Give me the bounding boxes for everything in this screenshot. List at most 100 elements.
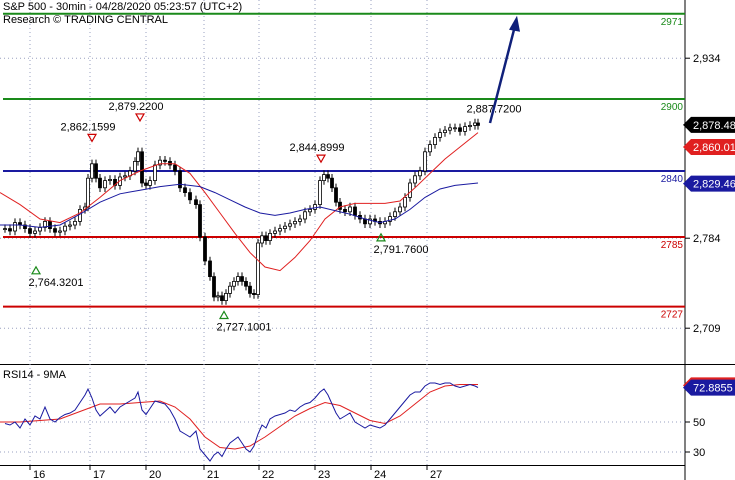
level-label: 2840 [661,174,684,185]
candle-body [53,228,57,233]
candle-body [173,164,177,172]
candle-body [43,220,47,228]
chart-credit: Research © TRADING CENTRAL [3,14,168,26]
candle-body [158,159,162,166]
candle-body [212,276,216,298]
forecast-arrow-head [509,15,520,32]
candle-body [8,228,12,232]
candle-body [38,226,42,232]
candle-body [288,223,292,227]
rsi-line [4,382,479,462]
candle-body [188,192,192,201]
candle-body [68,224,72,227]
candle-body [103,180,107,189]
time-tick-label: 21 [207,469,219,480]
candle-body [418,170,422,177]
candle-body [248,285,252,294]
candle-body [94,163,98,179]
candle-body [476,122,480,126]
candle-body [3,228,7,231]
time-tick-label: 27 [430,469,442,480]
price-tick-label: 2,784 [693,233,721,245]
candle-body [448,127,452,131]
candle-body [73,220,77,226]
ma-fast-label: 2,860.01 [693,142,735,154]
candle-body [48,220,52,229]
candle-body [136,151,140,162]
rsi-ma-line [0,384,478,450]
candle-body [368,218,372,225]
candle-body [308,208,312,213]
candle-body [168,160,172,166]
candle-body [244,280,248,287]
candle-body [144,182,148,186]
rsi-title: RSI14 - 9MA [3,369,66,381]
candle-body [98,177,102,189]
candle-body [123,175,127,178]
candle-body [353,206,357,216]
ma-fast-tag [683,138,735,155]
candle-body [343,208,347,213]
candle-body [148,180,152,186]
rsi-current-label: 72.8855 [693,383,733,395]
candle-body [443,129,447,133]
candle-body [183,187,187,194]
current-price-tag [683,116,735,133]
candle-body [23,224,27,229]
time-tick-label: 16 [33,469,45,480]
candle-body [322,174,326,182]
candle-body [220,295,224,301]
level-label: 2785 [661,240,684,251]
candle-body [273,230,277,234]
candle-body [303,211,307,220]
low-label: 2,764.3201 [28,277,83,289]
candle-body [236,276,240,282]
level-label: 2727 [661,310,684,321]
candle-body [28,228,32,234]
rsi-tick-label: 50 [693,417,705,429]
candle-body [240,276,244,282]
candle-body [413,175,417,184]
ma-slow-line [0,182,479,228]
candle-body [398,206,402,213]
time-tick-label: 17 [93,469,105,480]
candle-body [33,230,37,234]
low-marker [218,310,230,320]
ma-fast-line [0,132,479,272]
time-tick-label: 20 [149,469,161,480]
candle-body [348,206,352,213]
candle-body [334,187,338,203]
ma-slow-tag [683,175,735,192]
candle-body [140,151,144,184]
time-tick-label: 24 [374,469,386,480]
candle-body [463,126,467,132]
candle-body [216,295,220,298]
candle-body [293,220,297,225]
time-tick-label: 23 [318,469,330,480]
low-marker [375,232,387,242]
time-tick-label: 22 [262,469,274,480]
high-marker [315,154,327,164]
candle-body [433,136,437,145]
low-marker [30,265,42,275]
rsi-tick-label: 30 [693,447,705,459]
candle-body [90,163,94,179]
candle-body [428,144,432,153]
high-label: 2,844.8999 [289,142,344,154]
candle-body [86,177,90,208]
candle-body [458,127,462,132]
candle-body [330,177,334,189]
candle-body [153,164,157,181]
candle-body [318,180,322,206]
chart-title: S&P 500 - 30min - 04/28/2020 05:23:57 (U… [3,1,243,13]
candle-body [224,292,228,301]
candle-body [388,216,392,222]
current-price-label: 2,878.48 [693,120,735,132]
candle-body [438,132,442,138]
candle-body [58,230,62,233]
candle-body [264,235,268,242]
candle-body [468,125,472,128]
candle-body [338,201,342,210]
candle-body [252,292,256,295]
